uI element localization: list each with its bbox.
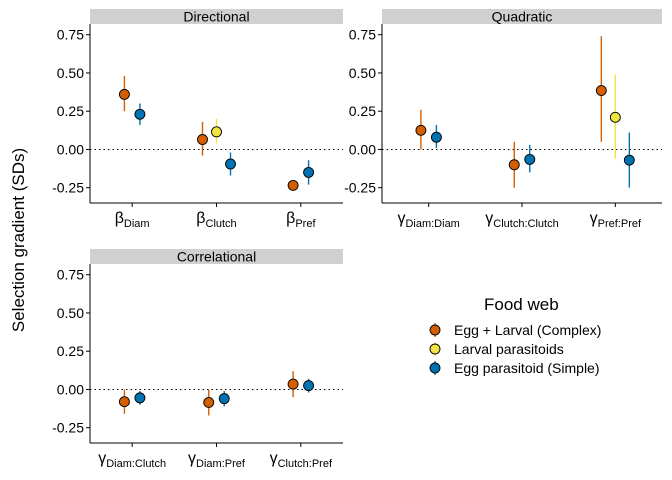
y-tick-label: 0.00 <box>57 381 84 397</box>
point-simple <box>430 131 442 143</box>
y-tick-label: 0.75 <box>57 27 84 43</box>
y-tick-label: 0.50 <box>349 65 376 81</box>
legend-label-simple: Egg parasitoid (Simple) <box>454 360 600 376</box>
panel-strip <box>382 9 662 24</box>
point-complex <box>508 159 520 171</box>
point-complex <box>287 378 299 390</box>
panel-strip <box>90 249 343 264</box>
legend-title: Food web <box>484 295 559 314</box>
legend-key-larval <box>429 343 441 355</box>
x-tick-label: γClutch:Pref <box>270 450 333 470</box>
point-simple <box>134 108 146 120</box>
x-tick-label: γDiam:Clutch <box>98 450 166 470</box>
point-simple <box>218 393 230 405</box>
panels: Directional -0.25 0.00 0.25 0.50 0.75 βDiam βCl… <box>52 9 662 470</box>
x-tick-label: βDiam <box>115 210 150 230</box>
y-tick-label: 0.25 <box>57 103 84 119</box>
y-tick-label: -0.25 <box>52 180 84 196</box>
panel-quadratic: Quadratic -0.25 0.00 0.25 0.50 0.75 γDiam:Diam… <box>344 9 662 230</box>
legend-key-complex <box>429 324 441 336</box>
legend: Food web Egg + Larval (Complex) Larval pa… <box>429 295 601 376</box>
point-complex <box>118 88 130 100</box>
point-simple <box>303 380 315 392</box>
y-tick-label: 0.50 <box>57 65 84 81</box>
x-tick-label: βClutch <box>196 210 236 230</box>
point-simple <box>303 166 315 178</box>
point-complex <box>287 179 299 191</box>
point-simple <box>524 153 536 165</box>
x-tick-label: γDiam:Pref <box>188 450 246 470</box>
point-simple <box>225 158 236 170</box>
y-tick-label: 0.25 <box>57 343 84 359</box>
panel-title: Quadratic <box>492 9 553 25</box>
point-simple <box>134 392 146 404</box>
legend-label-larval: Larval parasitoids <box>454 341 564 357</box>
y-tick-label: 0.25 <box>349 103 376 119</box>
legend-key-simple <box>429 362 441 374</box>
x-tick-label: γPref:Pref <box>590 210 642 230</box>
y-tick-label: -0.25 <box>344 180 376 196</box>
point-complex <box>595 85 607 97</box>
legend-label-complex: Egg + Larval (Complex) <box>454 322 601 338</box>
y-tick-label: 0.00 <box>349 141 376 157</box>
panel-correlational: Correlational -0.25 0.00 0.25 0.50 0.75 γDiam:… <box>52 249 343 470</box>
y-tick-label: -0.25 <box>52 420 84 436</box>
point-complex <box>415 124 427 136</box>
y-axis-label: Selection gradient (SDs) <box>9 148 28 332</box>
point-simple <box>623 154 635 166</box>
x-tick-label: γClutch:Clutch <box>485 210 558 230</box>
point-larval <box>211 126 222 138</box>
panel-directional: Directional -0.25 0.00 0.25 0.50 0.75 βDiam βCl… <box>52 9 343 230</box>
y-tick-label: 0.75 <box>349 27 376 43</box>
point-complex <box>197 134 208 145</box>
y-tick-label: 0.00 <box>57 141 84 157</box>
x-tick-label: βPref <box>286 210 316 230</box>
x-tick-label: γDiam:Diam <box>397 210 459 230</box>
point-complex <box>203 397 215 408</box>
panel-strip <box>90 9 343 24</box>
y-tick-label: 0.75 <box>57 267 84 283</box>
panel-title: Directional <box>183 9 249 25</box>
panel-title: Correlational <box>177 249 256 265</box>
point-complex <box>118 396 130 408</box>
y-tick-label: 0.50 <box>57 305 84 321</box>
point-larval <box>609 111 621 123</box>
